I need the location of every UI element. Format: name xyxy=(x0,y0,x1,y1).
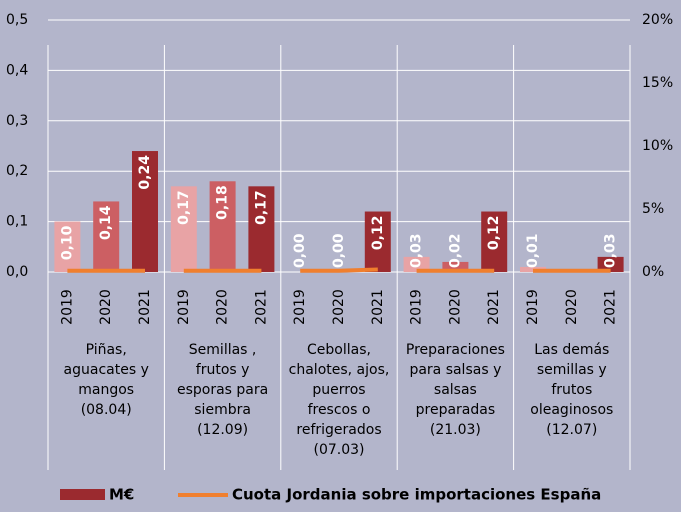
data-label: 0,03 xyxy=(603,233,619,268)
group-label: preparadas xyxy=(416,402,496,418)
legend-swatch xyxy=(60,489,105,500)
bar xyxy=(54,221,81,272)
group-label: (12.07) xyxy=(546,422,597,438)
group-label: Las demás xyxy=(534,342,609,358)
bar xyxy=(93,201,120,272)
bar xyxy=(132,151,158,272)
data-label: 0,00 xyxy=(292,233,308,268)
bar xyxy=(442,261,469,272)
group-label: oleaginosos xyxy=(530,402,613,418)
data-label: 0,14 xyxy=(98,205,114,240)
group-label: Cebollas, xyxy=(307,342,371,358)
data-label: 0,17 xyxy=(253,190,269,225)
x-tick-label: 2019 xyxy=(525,289,541,325)
group-label: siembra xyxy=(194,402,251,418)
group-label: frescos o xyxy=(308,402,371,418)
group-label: esporas para xyxy=(177,382,268,398)
data-label: 0,03 xyxy=(409,233,425,268)
data-label: 0,17 xyxy=(176,190,192,225)
group-label: salsas xyxy=(434,382,477,398)
y2-tick-label: 10% xyxy=(642,138,673,154)
y-tick-label: 0,4 xyxy=(6,62,28,78)
data-label: 0,18 xyxy=(215,185,231,220)
bar xyxy=(364,211,391,272)
line-segment xyxy=(300,267,378,273)
x-tick-label: 2020 xyxy=(98,289,114,325)
y-tick-label: 0,0 xyxy=(6,264,28,280)
legend-label: M€ xyxy=(109,486,134,504)
y-tick-label: 0,2 xyxy=(6,163,28,179)
bar xyxy=(403,256,430,272)
group-label: Preparaciones xyxy=(406,342,505,358)
group-label: mangos xyxy=(78,382,134,398)
x-tick-label: 2021 xyxy=(370,289,386,325)
legend-label: Cuota Jordania sobre importaciones Españ… xyxy=(232,486,601,504)
group-label: puerros xyxy=(312,382,365,398)
y-tick-label: 0,5 xyxy=(6,12,28,28)
x-tick-label: 2019 xyxy=(176,289,192,325)
data-label: 0,24 xyxy=(137,155,153,190)
x-tick-label: 2021 xyxy=(486,289,502,325)
y2-tick-label: 20% xyxy=(642,12,673,28)
data-label: 0,12 xyxy=(486,216,502,251)
bar xyxy=(481,211,508,272)
x-tick-label: 2021 xyxy=(253,289,269,325)
y2-tick-label: 0% xyxy=(642,264,664,280)
y2-tick-label: 15% xyxy=(642,75,673,91)
data-label: 0,12 xyxy=(370,216,386,251)
group-label: (07.03) xyxy=(313,442,364,458)
group-label: (21.03) xyxy=(430,422,481,438)
group-label: Piñas, xyxy=(86,342,127,358)
x-tick-label: 2019 xyxy=(292,289,308,325)
y-tick-label: 0,3 xyxy=(6,113,28,129)
group-label: Semillas , xyxy=(189,342,257,358)
group-label: para salsas y xyxy=(409,362,501,378)
bar xyxy=(170,186,197,272)
group-label: aguacates y xyxy=(64,362,149,378)
x-tick-label: 2021 xyxy=(137,289,153,325)
data-label: 0,02 xyxy=(447,233,463,268)
group-label: (12.09) xyxy=(197,422,248,438)
bar xyxy=(248,186,275,272)
x-tick-label: 2020 xyxy=(215,289,231,325)
data-label: 0,01 xyxy=(525,233,541,268)
x-tick-label: 2021 xyxy=(603,289,619,325)
group-label: frutos xyxy=(551,382,592,398)
x-tick-label: 2019 xyxy=(409,289,425,325)
x-tick-label: 2020 xyxy=(331,289,347,325)
data-label: 0,00 xyxy=(331,233,347,268)
y-tick-label: 0,1 xyxy=(6,214,28,230)
group-label: (08.04) xyxy=(81,402,132,418)
x-tick-label: 2020 xyxy=(447,289,463,325)
bar xyxy=(209,181,236,272)
data-label: 0,10 xyxy=(59,225,75,260)
group-label: frutos y xyxy=(196,362,250,378)
group-label: chalotes, ajos, xyxy=(289,362,390,378)
x-tick-label: 2020 xyxy=(564,289,580,325)
x-tick-label: 2019 xyxy=(59,289,75,325)
group-label: semillas y xyxy=(537,362,607,378)
group-label: refrigerados xyxy=(296,422,381,438)
y2-tick-label: 5% xyxy=(642,201,664,217)
bar xyxy=(597,256,624,272)
